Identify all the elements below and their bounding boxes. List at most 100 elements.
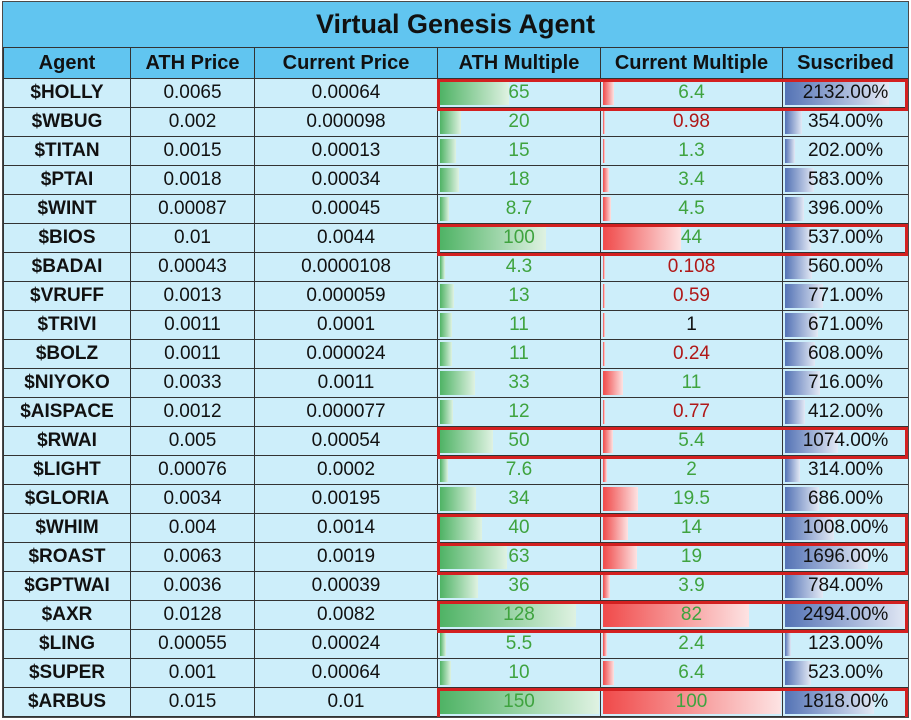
current-price-cell[interactable]: 0.000024: [254, 339, 438, 369]
agent-cell[interactable]: $GLORIA: [3, 484, 131, 514]
subscribed-cell[interactable]: 1696.00%: [782, 542, 908, 572]
current-multiple-cell[interactable]: 14: [600, 513, 783, 543]
agent-cell[interactable]: $VRUFF: [3, 281, 131, 311]
agent-cell[interactable]: $TRIVI: [3, 310, 131, 340]
agent-cell[interactable]: $GPTWAI: [3, 571, 131, 601]
ath-price-cell[interactable]: 0.0063: [130, 542, 255, 572]
current-multiple-cell[interactable]: 82: [600, 600, 783, 630]
ath-multiple-cell[interactable]: 11: [437, 310, 601, 340]
subscribed-cell[interactable]: 523.00%: [782, 658, 908, 688]
ath-price-cell[interactable]: 0.00055: [130, 629, 255, 659]
subscribed-cell[interactable]: 1818.00%: [782, 687, 908, 717]
header-ath-multiple[interactable]: ATH Multiple: [437, 47, 601, 79]
agent-cell[interactable]: $RWAI: [3, 426, 131, 456]
ath-multiple-cell[interactable]: 33: [437, 368, 601, 398]
ath-multiple-cell[interactable]: 34: [437, 484, 601, 514]
subscribed-cell[interactable]: 608.00%: [782, 339, 908, 369]
header-agent[interactable]: Agent: [3, 47, 131, 79]
current-multiple-cell[interactable]: 4.5: [600, 194, 783, 224]
ath-price-cell[interactable]: 0.0015: [130, 136, 255, 166]
current-price-cell[interactable]: 0.00045: [254, 194, 438, 224]
subscribed-cell[interactable]: 314.00%: [782, 455, 908, 485]
ath-multiple-cell[interactable]: 8.7: [437, 194, 601, 224]
ath-price-cell[interactable]: 0.0018: [130, 165, 255, 195]
ath-price-cell[interactable]: 0.0012: [130, 397, 255, 427]
agent-cell[interactable]: $LIGHT: [3, 455, 131, 485]
subscribed-cell[interactable]: 686.00%: [782, 484, 908, 514]
current-multiple-cell[interactable]: 0.77: [600, 397, 783, 427]
current-price-cell[interactable]: 0.0011: [254, 368, 438, 398]
ath-price-cell[interactable]: 0.0065: [130, 78, 255, 108]
current-price-cell[interactable]: 0.00064: [254, 658, 438, 688]
subscribed-cell[interactable]: 771.00%: [782, 281, 908, 311]
ath-multiple-cell[interactable]: 7.6: [437, 455, 601, 485]
ath-price-cell[interactable]: 0.0011: [130, 310, 255, 340]
current-multiple-cell[interactable]: 3.4: [600, 165, 783, 195]
agent-cell[interactable]: $WHIM: [3, 513, 131, 543]
subscribed-cell[interactable]: 123.00%: [782, 629, 908, 659]
agent-cell[interactable]: $HOLLY: [3, 78, 131, 108]
current-multiple-cell[interactable]: 5.4: [600, 426, 783, 456]
agent-cell[interactable]: $BOLZ: [3, 339, 131, 369]
current-price-cell[interactable]: 0.00064: [254, 78, 438, 108]
subscribed-cell[interactable]: 1074.00%: [782, 426, 908, 456]
ath-price-cell[interactable]: 0.00043: [130, 252, 255, 282]
agent-cell[interactable]: $BADAI: [3, 252, 131, 282]
current-price-cell[interactable]: 0.0000108: [254, 252, 438, 282]
ath-price-cell[interactable]: 0.01: [130, 223, 255, 253]
ath-price-cell[interactable]: 0.0034: [130, 484, 255, 514]
agent-cell[interactable]: $PTAI: [3, 165, 131, 195]
current-multiple-cell[interactable]: 1.3: [600, 136, 783, 166]
subscribed-cell[interactable]: 2494.00%: [782, 600, 908, 630]
ath-multiple-cell[interactable]: 13: [437, 281, 601, 311]
current-price-cell[interactable]: 0.0044: [254, 223, 438, 253]
subscribed-cell[interactable]: 1008.00%: [782, 513, 908, 543]
current-multiple-cell[interactable]: 3.9: [600, 571, 783, 601]
header-subscribed[interactable]: Suscribed: [782, 47, 908, 79]
ath-multiple-cell[interactable]: 11: [437, 339, 601, 369]
current-multiple-cell[interactable]: 0.24: [600, 339, 783, 369]
ath-multiple-cell[interactable]: 40: [437, 513, 601, 543]
ath-price-cell[interactable]: 0.002: [130, 107, 255, 137]
ath-multiple-cell[interactable]: 150: [437, 687, 601, 717]
current-price-cell[interactable]: 0.0019: [254, 542, 438, 572]
agent-cell[interactable]: $WBUG: [3, 107, 131, 137]
current-price-cell[interactable]: 0.000059: [254, 281, 438, 311]
current-multiple-cell[interactable]: 2.4: [600, 629, 783, 659]
subscribed-cell[interactable]: 202.00%: [782, 136, 908, 166]
current-price-cell[interactable]: 0.01: [254, 687, 438, 717]
ath-price-cell[interactable]: 0.001: [130, 658, 255, 688]
ath-multiple-cell[interactable]: 15: [437, 136, 601, 166]
current-price-cell[interactable]: 0.0082: [254, 600, 438, 630]
current-multiple-cell[interactable]: 19.5: [600, 484, 783, 514]
subscribed-cell[interactable]: 671.00%: [782, 310, 908, 340]
current-price-cell[interactable]: 0.0001: [254, 310, 438, 340]
current-price-cell[interactable]: 0.00039: [254, 571, 438, 601]
subscribed-cell[interactable]: 354.00%: [782, 107, 908, 137]
agent-cell[interactable]: $SUPER: [3, 658, 131, 688]
ath-multiple-cell[interactable]: 18: [437, 165, 601, 195]
agent-cell[interactable]: $ROAST: [3, 542, 131, 572]
subscribed-cell[interactable]: 537.00%: [782, 223, 908, 253]
subscribed-cell[interactable]: 396.00%: [782, 194, 908, 224]
subscribed-cell[interactable]: 2132.00%: [782, 78, 908, 108]
current-multiple-cell[interactable]: 6.4: [600, 658, 783, 688]
ath-multiple-cell[interactable]: 63: [437, 542, 601, 572]
current-price-cell[interactable]: 0.0014: [254, 513, 438, 543]
current-multiple-cell[interactable]: 6.4: [600, 78, 783, 108]
subscribed-cell[interactable]: 412.00%: [782, 397, 908, 427]
current-multiple-cell[interactable]: 19: [600, 542, 783, 572]
current-multiple-cell[interactable]: 100: [600, 687, 783, 717]
agent-cell[interactable]: $BIOS: [3, 223, 131, 253]
current-multiple-cell[interactable]: 0.108: [600, 252, 783, 282]
current-multiple-cell[interactable]: 2: [600, 455, 783, 485]
ath-price-cell[interactable]: 0.0036: [130, 571, 255, 601]
subscribed-cell[interactable]: 560.00%: [782, 252, 908, 282]
ath-price-cell[interactable]: 0.004: [130, 513, 255, 543]
current-price-cell[interactable]: 0.00034: [254, 165, 438, 195]
agent-cell[interactable]: $NIYOKO: [3, 368, 131, 398]
current-multiple-cell[interactable]: 11: [600, 368, 783, 398]
agent-cell[interactable]: $LING: [3, 629, 131, 659]
current-multiple-cell[interactable]: 0.98: [600, 107, 783, 137]
header-current-multiple[interactable]: Current Multiple: [600, 47, 783, 79]
